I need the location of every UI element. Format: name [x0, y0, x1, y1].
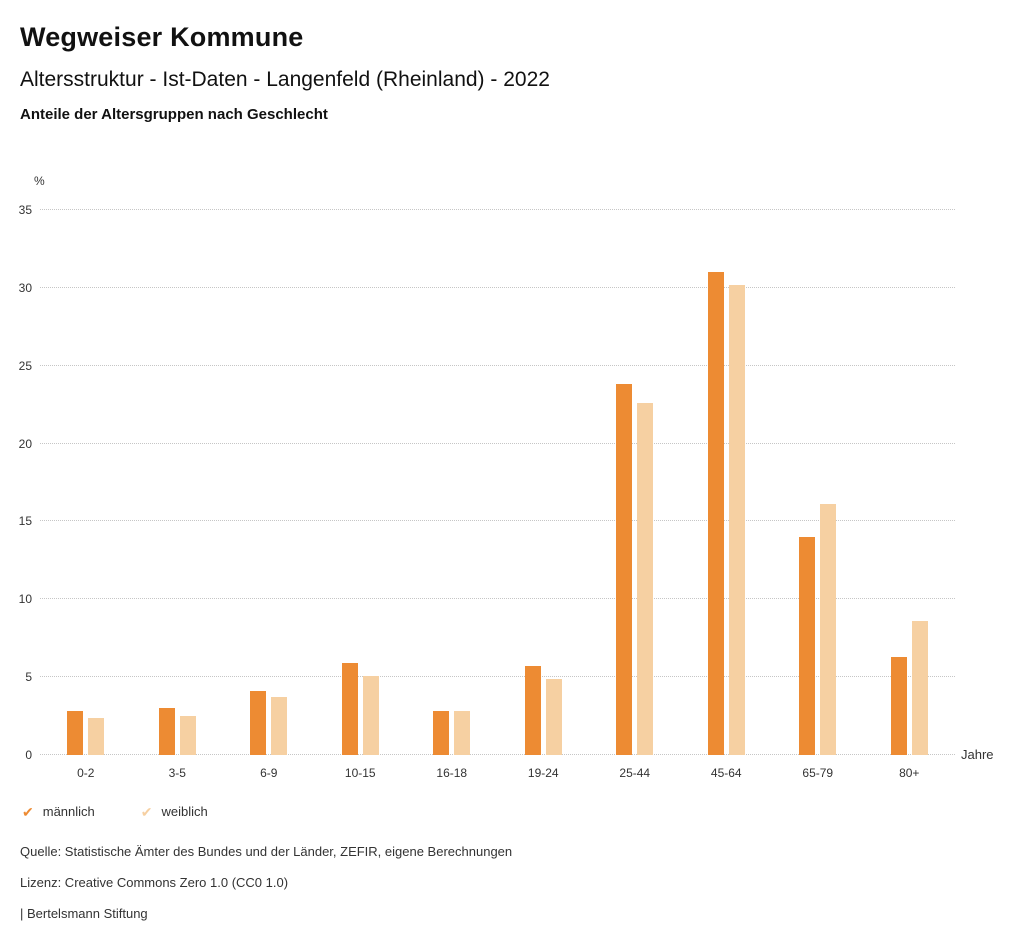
bars-row	[40, 210, 955, 755]
legend-label: weiblich	[161, 804, 208, 819]
bar-weiblich-10-15	[362, 675, 379, 755]
bar-männlich-6-9	[250, 691, 267, 755]
check-icon: ✔	[140, 803, 153, 820]
gridline	[40, 209, 955, 210]
legend-item-weiblich[interactable]: ✔ weiblich	[141, 804, 208, 819]
bar-männlich-10-15	[341, 663, 358, 755]
x-axis-tick-labels: 0-2 3-5 6-9 10-15 16-18 19-24 25-44 45-64 65-79 8…	[40, 766, 955, 780]
source-text: Quelle: Statistische Ämter des Bundes un…	[20, 844, 513, 859]
bar-weiblich-0-2	[88, 717, 105, 755]
bar-männlich-45-64	[707, 272, 724, 755]
x-tick-label: 65-79	[802, 766, 834, 780]
y-tick-label: 30	[18, 280, 32, 295]
x-tick-label: 10-15	[344, 766, 376, 780]
bar-weiblich-16-18	[454, 711, 471, 755]
gridline	[40, 442, 955, 444]
bar-männlich-3-5	[158, 708, 175, 755]
x-tick-label: 6-9	[260, 766, 278, 780]
bar-männlich-0-2	[67, 711, 84, 755]
chart-subtitle: Altersstruktur - Ist-Daten - Langenfeld …	[20, 68, 550, 91]
y-tick-label: 0	[25, 748, 32, 762]
bar-weiblich-19-24	[545, 678, 562, 755]
bar-group-3-5	[132, 210, 224, 755]
bar-weiblich-25-44	[637, 403, 654, 755]
bar-männlich-16-18	[433, 711, 450, 755]
x-tick-label: 16-18	[436, 766, 468, 780]
x-tick-label: 0-2	[77, 766, 95, 780]
x-tick-label: 3-5	[168, 766, 186, 780]
gridline	[40, 754, 955, 755]
x-tick-label: 45-64	[710, 766, 742, 780]
x-tick-label: 80+	[899, 766, 920, 780]
bar-weiblich-6-9	[271, 697, 288, 755]
y-tick-label: 35	[18, 203, 32, 217]
y-tick-label: 25	[18, 358, 32, 373]
bar-weiblich-65-79	[820, 504, 837, 755]
bar-chart-plot-area: % Jahre 0 5 10 15 20 25 30 35 0-2 3-5 6-9 10-15 16-…	[19, 174, 994, 780]
bar-männlich-65-79	[799, 537, 816, 755]
page-title: Wegweiser Kommune	[20, 22, 304, 52]
license-text: Lizenz: Creative Commons Zero 1.0 (CC0 1…	[20, 875, 289, 890]
y-tick-label: 5	[25, 670, 32, 685]
bar-group-0-2	[40, 210, 132, 755]
y-tick-label: 20	[18, 436, 32, 451]
bar-group-80+	[864, 210, 956, 755]
bar-weiblich-45-64	[728, 284, 745, 755]
bar-group-45-64	[681, 210, 773, 755]
bar-group-10-15	[315, 210, 407, 755]
x-axis-label: Jahre	[961, 747, 994, 762]
legend-label: männlich	[42, 804, 95, 819]
bar-männlich-80+	[890, 656, 907, 755]
y-axis-unit-label: %	[34, 174, 45, 188]
y-tick-label: 15	[18, 514, 32, 529]
gridline	[40, 364, 955, 366]
gridline	[40, 520, 955, 522]
bar-group-6-9	[223, 210, 315, 755]
attribution-text: | Bertelsmann Stiftung	[20, 906, 148, 921]
bar-männlich-25-44	[616, 384, 633, 755]
check-icon: ✔	[22, 803, 34, 820]
bar-weiblich-3-5	[179, 716, 196, 755]
bar-group-19-24	[498, 210, 590, 755]
chart-heading: Anteile der Altersgruppen nach Geschlech…	[20, 106, 328, 123]
gridline	[40, 598, 955, 600]
legend: ✔ männlich ✔ weiblich	[22, 804, 208, 819]
legend-item-männlich[interactable]: ✔ männlich	[22, 804, 95, 819]
bar-group-25-44	[589, 210, 681, 755]
y-tick-label: 10	[18, 592, 32, 607]
x-tick-label: 25-44	[619, 766, 651, 780]
bar-männlich-19-24	[524, 666, 541, 755]
x-tick-label: 19-24	[527, 766, 559, 780]
bar-weiblich-80+	[911, 621, 928, 755]
gridline	[40, 286, 955, 288]
gridline	[40, 676, 955, 678]
bar-group-65-79	[772, 210, 864, 755]
bar-group-16-18	[406, 210, 498, 755]
